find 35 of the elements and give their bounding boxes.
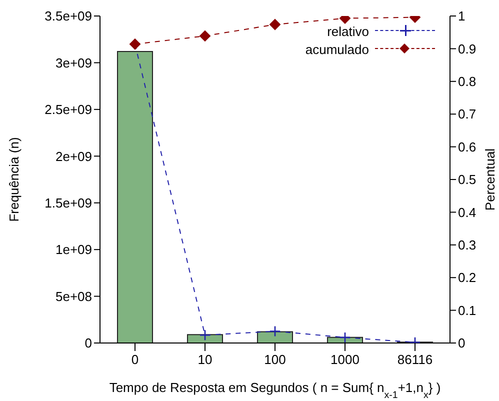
y2-tick-label: 0.1 (458, 302, 476, 318)
point (199, 330, 211, 341)
legend-label: acumulado (305, 42, 369, 56)
bar (117, 51, 153, 343)
y2-tick-label: 0.2 (458, 270, 476, 286)
x-tick-label: 86116 (397, 352, 433, 368)
y2-tick-label: 0.9 (458, 41, 476, 56)
y2-tick-label: 0 (458, 336, 466, 351)
legend-label: relativo (327, 24, 369, 38)
x-axis-title: Tempo de Resposta em Segundos ( n = Sum{ n$_{x-1}$+1,n$_{x}$} ) (109, 380, 441, 400)
y-tick-label: 2.5e+09 (44, 102, 92, 118)
y-axis-title: Frequência (n) (6, 137, 22, 222)
y-tick-label: 3e+09 (55, 55, 92, 70)
y2-axis-title: Percentual (482, 148, 498, 211)
y2-tick-label: 0.3 (458, 238, 476, 253)
y2-tick-label: 0.6 (458, 139, 476, 154)
point (200, 30, 210, 42)
y2-tick-label: 1 (458, 8, 466, 24)
y-tick-label: 5e+08 (55, 288, 92, 304)
point (270, 19, 280, 30)
y-tick-label: 2e+09 (55, 148, 92, 164)
y-tick-label: 0 (84, 336, 92, 351)
y2-tick-label: 0.4 (458, 204, 476, 220)
y2-tick-label: 0.5 (458, 172, 476, 188)
y2-tick-label: 0.8 (458, 74, 476, 90)
point (339, 332, 351, 343)
x-tick-label: 1000 (330, 352, 360, 368)
y2-tick-label: 0.7 (458, 106, 476, 122)
x-tick-label: 0 (131, 352, 139, 368)
y-tick-label: 1.5e+09 (44, 195, 92, 210)
x-tick-label: 100 (264, 352, 286, 368)
y-tick-label: 1e+09 (55, 242, 92, 258)
point (269, 326, 281, 337)
x-tick-label: 10 (198, 352, 212, 368)
y-tick-label: 3.5e+09 (44, 8, 92, 24)
